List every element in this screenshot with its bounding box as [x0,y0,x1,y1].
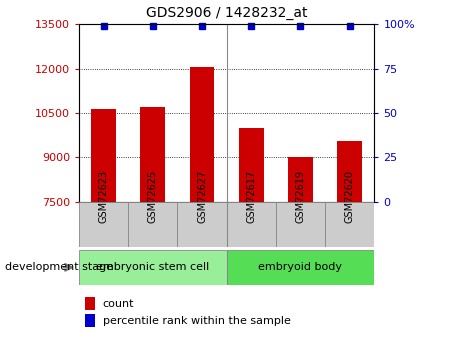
Bar [226,202,276,247]
Text: GSM72617: GSM72617 [246,170,256,223]
Bar [325,202,374,247]
Text: GSM72625: GSM72625 [148,170,158,223]
Text: GSM72620: GSM72620 [345,170,355,223]
Text: embryoid body: embryoid body [258,263,342,272]
Text: GSM72627: GSM72627 [197,170,207,223]
Bar [85,314,95,327]
Text: embryonic stem cell: embryonic stem cell [96,263,209,272]
Bar [128,202,177,247]
Text: GSM72623: GSM72623 [98,170,109,223]
Bar [177,202,226,247]
Text: development stage: development stage [5,263,113,272]
Bar [91,109,116,202]
Text: GSM72619: GSM72619 [295,170,305,223]
Bar [239,128,263,202]
Text: count: count [102,299,134,309]
Bar [190,67,214,202]
Bar [79,202,128,247]
Bar [288,157,313,202]
Bar [79,250,226,285]
Bar [337,141,362,202]
Bar [276,202,325,247]
Bar [85,297,95,310]
Title: GDS2906 / 1428232_at: GDS2906 / 1428232_at [146,6,308,20]
Bar [140,107,165,202]
Bar [226,250,374,285]
Text: percentile rank within the sample: percentile rank within the sample [102,316,290,326]
